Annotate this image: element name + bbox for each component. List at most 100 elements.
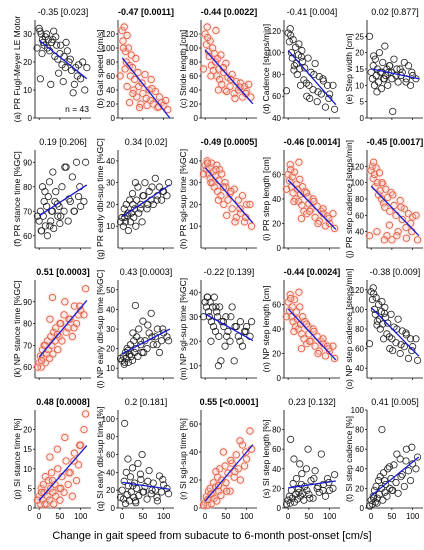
data-point	[412, 211, 420, 219]
regression-line	[371, 68, 419, 80]
data-point	[404, 354, 413, 362]
data-point	[321, 103, 330, 111]
data-point	[380, 75, 389, 83]
stat-label: 0.41 [0.005]	[371, 397, 419, 407]
data-point	[204, 293, 212, 301]
data-point	[331, 224, 339, 232]
data-point	[140, 348, 148, 357]
data-point	[246, 427, 254, 435]
y-tick-label: 30	[189, 313, 198, 322]
data-point	[46, 222, 54, 230]
data-point	[231, 94, 239, 103]
y-tick-label: 20	[355, 484, 364, 493]
data-point	[60, 311, 68, 319]
y-tick-label: 25	[355, 32, 364, 41]
y-tick-label: 20	[106, 100, 115, 109]
data-point	[41, 222, 49, 230]
y-tick-label: 60	[106, 451, 115, 460]
data-point	[306, 337, 314, 345]
stat-label: 0.48 [0.0008]	[36, 397, 90, 407]
data-point	[323, 474, 332, 483]
data-point	[141, 71, 149, 79]
data-point	[228, 205, 236, 213]
y-tick-label: 20	[272, 350, 281, 359]
data-point	[221, 342, 229, 350]
data-point	[379, 320, 387, 328]
data-point	[68, 333, 76, 341]
data-point	[240, 82, 249, 91]
data-point	[47, 80, 55, 89]
y-tick-label: 60	[106, 72, 115, 81]
x-tick-label: 0	[203, 512, 208, 521]
data-point	[64, 217, 72, 225]
y-tick-label: 10	[23, 86, 32, 95]
y-axis-label: (o) NP step cadence [steps/min]	[344, 269, 354, 390]
data-point	[214, 86, 223, 94]
stat-label: 0.43 [0.0003]	[120, 267, 173, 277]
data-point	[43, 232, 52, 240]
data-point	[400, 205, 408, 213]
data-point	[296, 190, 305, 198]
data-point	[118, 356, 126, 364]
data-point	[38, 488, 46, 496]
data-point	[295, 40, 303, 48]
data-point	[376, 68, 384, 76]
data-point	[388, 75, 396, 83]
y-tick-label: 5	[28, 484, 33, 493]
y-tick-label: 20	[106, 345, 115, 354]
data-point	[370, 305, 379, 313]
data-point	[204, 159, 212, 167]
data-point	[47, 469, 56, 477]
data-point	[230, 473, 238, 481]
y-tick-label: 40	[106, 468, 115, 477]
data-point	[220, 200, 228, 209]
data-point	[134, 459, 142, 468]
data-point	[292, 180, 301, 188]
panel-f: 0.19 [0.206] 60 70 80 90(f) PR stance time […	[12, 137, 91, 250]
data-point	[230, 357, 238, 365]
data-point	[144, 200, 152, 209]
data-point	[49, 168, 57, 176]
y-tick-label: 60	[272, 301, 281, 310]
data-point	[35, 217, 43, 225]
data-point	[370, 52, 378, 60]
data-point	[370, 81, 379, 89]
y-tick-label: 5	[360, 98, 365, 107]
data-point	[55, 69, 63, 77]
data-point	[382, 185, 390, 193]
data-point	[39, 480, 47, 489]
y-tick-label: 40	[272, 325, 281, 334]
data-point	[211, 327, 220, 336]
data-point	[133, 484, 141, 492]
data-point	[165, 337, 173, 345]
data-point	[309, 494, 317, 502]
stat-label: 0.19 [0.206]	[39, 137, 87, 147]
data-point	[214, 481, 223, 490]
data-point	[82, 410, 90, 418]
data-point	[371, 498, 379, 506]
data-point	[124, 358, 132, 366]
y-axis-label: (f) PR stance time [%GC]	[12, 151, 22, 246]
data-point	[242, 327, 250, 336]
data-point	[33, 212, 42, 220]
data-point	[234, 196, 242, 204]
data-point	[302, 79, 310, 87]
data-point	[386, 207, 394, 215]
panel-k: 0.51 [0.0003] 60 70 80 90(k) NP stance time …	[12, 267, 91, 380]
data-point	[289, 35, 297, 44]
y-axis-label: (b) Gait speed [cm/s]	[95, 30, 105, 109]
y-tick-label: 0	[111, 114, 116, 123]
x-tick-label: 0	[37, 512, 42, 521]
data-point	[315, 488, 323, 496]
data-point	[207, 318, 215, 326]
data-point	[373, 88, 381, 96]
x-tick-label: 100	[157, 512, 171, 521]
data-point	[131, 301, 140, 310]
data-point	[389, 486, 397, 494]
data-point	[329, 210, 337, 218]
data-point	[238, 192, 247, 200]
y-tick-label: 40	[355, 228, 364, 237]
data-point	[58, 183, 66, 191]
data-point	[222, 59, 230, 68]
data-point	[45, 178, 54, 186]
